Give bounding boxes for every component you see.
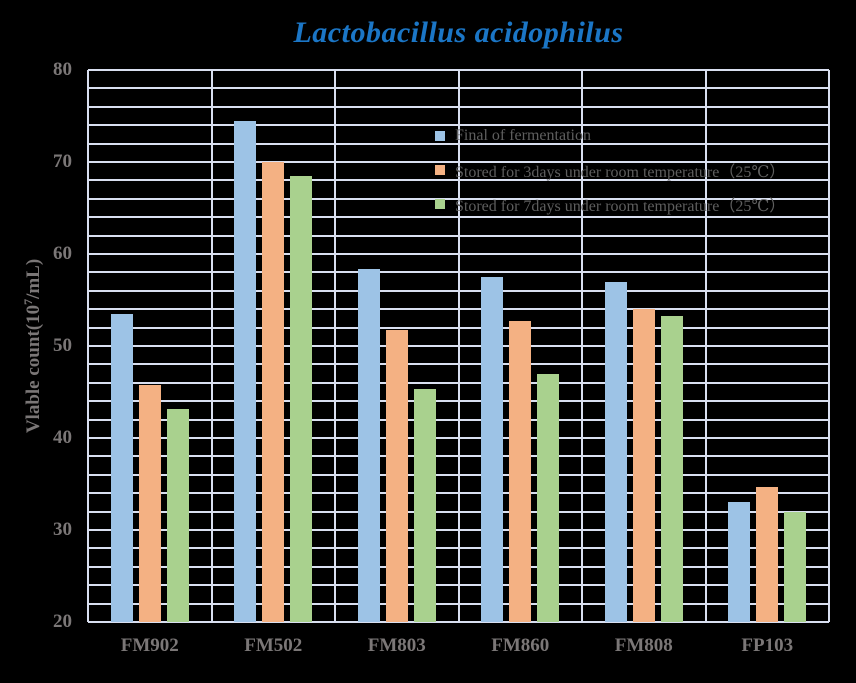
legend-item-label: Final of fermentation (455, 126, 591, 144)
bar-FP103-series1 (728, 502, 751, 622)
x-category-label-FM860: FM860 (491, 635, 550, 656)
legend-item-1: Final of fermentation (435, 125, 785, 146)
x-category-label-FM808: FM808 (614, 635, 673, 656)
y-tick-label-60: 60 (53, 243, 72, 264)
bar-FM860-series1 (481, 277, 504, 622)
gridline-vertical-4 (581, 70, 583, 622)
bar-FM808-series1 (604, 281, 627, 622)
y-tick-label-30: 30 (53, 519, 72, 540)
bar-FM808-series3 (660, 315, 683, 622)
x-category-label-FM502: FM502 (244, 635, 303, 656)
gridline-vertical-5 (704, 70, 707, 622)
x-category-label-FM902: FM902 (120, 635, 179, 656)
y-tick-label-50: 50 (53, 335, 72, 356)
bar-FM808-series2 (632, 309, 655, 622)
legend-item-label: Stored for 7days under room temperature（… (455, 197, 786, 215)
bar-FM502-series1 (234, 120, 257, 622)
plot-area (87, 69, 830, 623)
bar-FM502-series3 (290, 175, 313, 622)
y-tick-label-40: 40 (53, 427, 72, 448)
legend-item-label: Stored for 3days under room temperature（… (455, 163, 786, 181)
legend-swatch-icon (435, 164, 445, 175)
bar-FM803-series1 (357, 268, 380, 622)
legend: Final of fermentation Stored for 3days un… (435, 125, 785, 227)
y-tick-label-80: 80 (53, 59, 72, 80)
legend-item-2: Stored for 3days under room temperature（… (435, 159, 786, 181)
y-axis-title-superscript: 7 (20, 298, 35, 305)
gridline-vertical-6 (828, 70, 830, 622)
gridline-vertical-2 (334, 70, 336, 622)
legend-swatch-icon (435, 130, 445, 141)
chart-title: Lactobacillus acidophilus (293, 16, 624, 49)
y-tick-label-20: 20 (53, 611, 72, 632)
x-category-label-FM803: FM803 (367, 635, 426, 656)
gridline-vertical-0 (87, 70, 89, 622)
legend-item-3: Stored for 7days under room temperature（… (435, 193, 786, 215)
gridline-vertical-1 (210, 70, 213, 622)
bar-FM902-series1 (110, 313, 133, 622)
x-category-label-FP103: FP103 (741, 635, 794, 656)
bar-FM502-series2 (262, 162, 285, 622)
bar-FM803-series2 (385, 330, 408, 622)
bar-FM902-series2 (138, 384, 161, 622)
bar-FM860-series3 (537, 373, 560, 622)
bar-FP103-series3 (784, 511, 807, 622)
gridline-horizontal-20 (88, 621, 829, 623)
legend-swatch-icon (435, 198, 445, 209)
y-axis-title-pre: Vlable count(10 (23, 304, 45, 434)
bar-FM860-series2 (509, 321, 532, 622)
bar-FM902-series3 (166, 408, 189, 622)
gridline-vertical-3 (457, 70, 460, 622)
y-tick-label-70: 70 (53, 151, 72, 172)
bar-FP103-series2 (756, 486, 779, 622)
bar-FM803-series3 (413, 389, 436, 622)
